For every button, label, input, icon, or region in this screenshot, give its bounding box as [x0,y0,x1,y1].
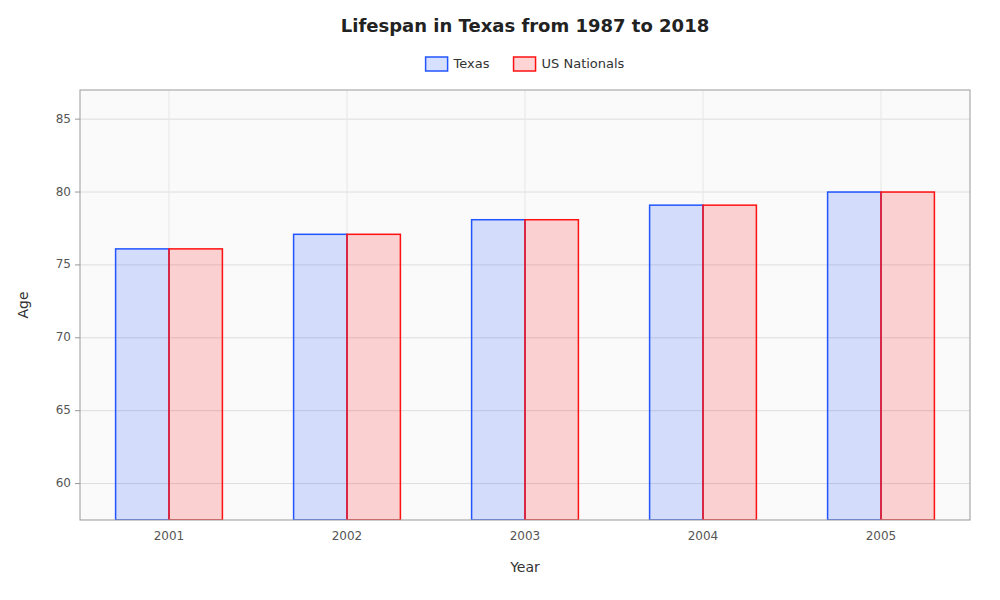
x-tick-label: 2002 [332,529,363,543]
y-tick [75,337,80,338]
bar [703,205,756,520]
chart-container: 60 65 70 75 80 85 2001 2002 2003 2004 2005 Year Age L… [0,0,1000,600]
x-tick-label: 2004 [688,529,719,543]
plot-background [80,90,970,520]
chart-svg: 60 65 70 75 80 85 2001 2002 2003 2004 2005 Year Age L… [0,0,1000,600]
legend-label: US Nationals [542,56,625,71]
y-tick-label: 65 [56,403,71,417]
bar [828,192,881,520]
x-tick-label: 2003 [510,529,541,543]
y-axis-label: Age [15,291,31,318]
bar [472,220,525,520]
bar [294,234,347,520]
bar [347,234,400,520]
x-axis-label: Year [509,559,540,575]
x-tick-label: 2005 [866,529,897,543]
y-tick [75,192,80,193]
bar [525,220,578,520]
plot-frame [80,90,970,520]
legend-item: Texas [426,56,490,72]
x-axis: 2001 2002 2003 2004 2005 [154,529,897,543]
bar [116,249,169,520]
bar [650,205,703,520]
y-tick-label: 75 [56,257,71,271]
grid [80,90,970,520]
y-tick [75,483,80,484]
bar [169,249,222,520]
legend-swatch [514,57,536,71]
legend-swatch [426,57,448,71]
y-tick [75,264,80,265]
y-tick-label: 70 [56,330,71,344]
bars [116,192,935,520]
y-tick-label: 85 [56,112,71,126]
y-tick [75,119,80,120]
x-tick-label: 2001 [154,529,185,543]
legend-label: Texas [453,56,490,71]
y-tick [75,410,80,411]
chart-title: Lifespan in Texas from 1987 to 2018 [341,15,709,36]
series-bars [169,192,934,520]
series-bars [116,192,881,520]
legend: Texas US Nationals [426,56,625,72]
bar [881,192,934,520]
y-tick-label: 80 [56,185,71,199]
legend-item: US Nationals [514,56,625,72]
y-tick-label: 60 [56,476,71,490]
y-axis: 60 65 70 75 80 85 [56,112,80,490]
